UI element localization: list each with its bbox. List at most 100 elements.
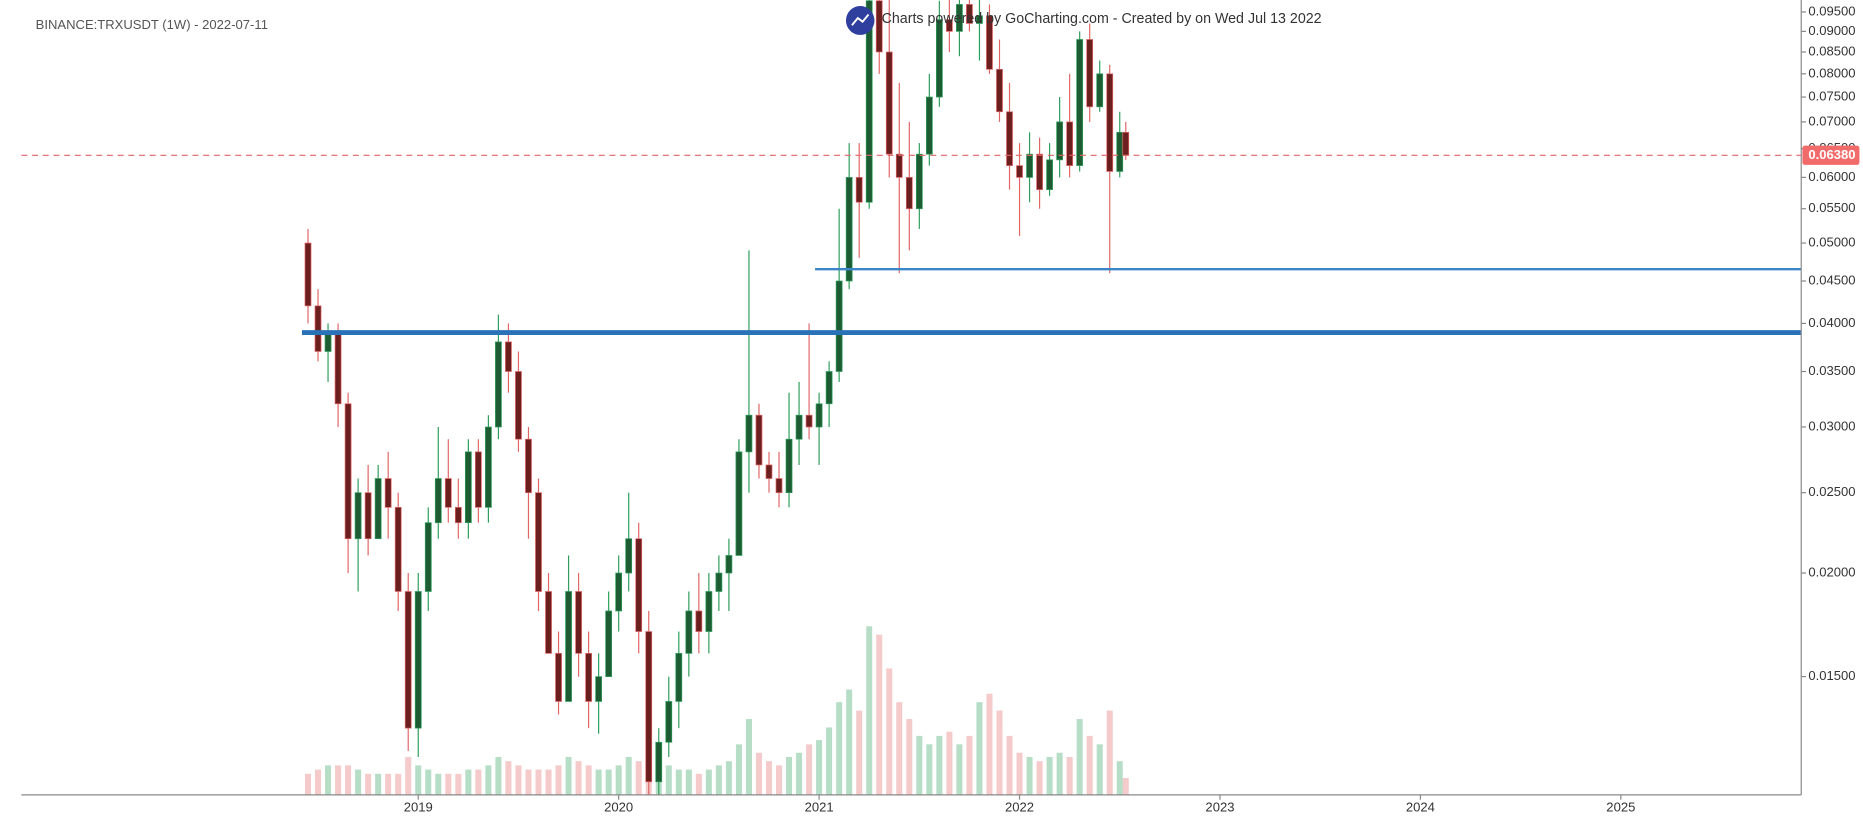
volume-bar: [715, 765, 722, 795]
volume-bar: [1116, 761, 1123, 795]
candle-body: [374, 478, 382, 540]
last-price-label: 0.06380: [1808, 147, 1855, 162]
volume-bar: [876, 634, 883, 795]
volume-bar: [505, 761, 512, 795]
candle-body: [725, 555, 733, 574]
candle-body: [1016, 165, 1023, 178]
y-tick-label: 0.02500: [1808, 484, 1855, 499]
volume-bar: [916, 735, 923, 795]
candle-body: [1086, 39, 1094, 108]
x-tick-label: 2021: [805, 800, 834, 815]
watermark: Charts powered by GoCharting.com - Creat…: [882, 11, 1322, 27]
volume-bar: [375, 773, 382, 795]
volume-bar: [385, 773, 392, 795]
candle-body: [334, 332, 342, 405]
candle-body: [905, 177, 913, 210]
candle-body: [1116, 131, 1124, 172]
candle-body: [485, 426, 492, 508]
volume-bar: [425, 769, 432, 795]
candle-body: [625, 538, 633, 574]
candle-body: [785, 438, 793, 494]
candle-body: [434, 478, 442, 524]
candle-body: [354, 492, 362, 540]
volume-bar: [896, 702, 903, 795]
candle-body: [865, 0, 873, 203]
candle-body: [595, 676, 602, 702]
volume-bar: [906, 719, 913, 795]
volume-bar: [806, 744, 813, 795]
volume-bar: [1026, 756, 1033, 795]
volume-bar: [495, 756, 502, 795]
x-tick-label: 2022: [1005, 800, 1034, 815]
volume-bar: [826, 727, 833, 795]
candle-body: [925, 96, 933, 155]
volume-bar: [555, 765, 562, 795]
volume-bar: [335, 765, 342, 795]
volume-bar: [615, 765, 622, 795]
volume-bar: [695, 773, 702, 795]
volume-bar: [405, 756, 412, 795]
candle-body: [1006, 111, 1013, 166]
volume-bar: [575, 761, 582, 795]
volume-bar: [926, 744, 933, 795]
candle-body: [304, 242, 312, 307]
candle-body: [605, 610, 613, 677]
volume-bar: [525, 769, 532, 795]
volume-bar: [445, 773, 452, 795]
volume-bar: [776, 765, 783, 795]
logo-icon: [851, 13, 870, 26]
candle-body: [875, 0, 883, 53]
candle-body: [956, 4, 963, 32]
volume-bar: [465, 769, 472, 795]
candle-body: [545, 591, 552, 654]
candle-body: [414, 591, 422, 729]
volume-layer: [304, 626, 1129, 795]
candle-body: [1046, 159, 1053, 190]
volume-bar: [675, 769, 682, 795]
candle-body: [454, 507, 462, 524]
candle-body: [885, 51, 893, 155]
candle-body: [695, 610, 703, 632]
candle-body: [895, 153, 903, 178]
y-tick-label: 0.07000: [1808, 113, 1855, 128]
volume-bar: [535, 769, 542, 795]
candle-body: [364, 492, 372, 540]
y-tick-label: 0.08500: [1808, 43, 1855, 58]
candle-body: [324, 332, 332, 352]
volume-bar: [1076, 719, 1083, 795]
volume-bar: [325, 765, 332, 795]
candle-body: [555, 653, 562, 702]
volume-bar: [866, 626, 873, 795]
volume-bar: [595, 769, 602, 795]
candle-body: [1056, 121, 1063, 161]
volume-bar: [485, 765, 492, 795]
volume-bar: [1096, 744, 1103, 795]
volume-bar: [665, 765, 672, 795]
candle-body: [855, 177, 863, 203]
volume-bar: [745, 719, 752, 795]
candle-body: [404, 591, 412, 729]
y-tick-label: 0.03500: [1808, 363, 1855, 378]
volume-bar: [956, 744, 963, 795]
volume-bar: [725, 761, 732, 795]
volume-bar: [585, 765, 592, 795]
candle-body: [475, 451, 482, 508]
volume-bar: [796, 752, 803, 795]
x-tick-label: 2024: [1406, 800, 1435, 815]
candle-body: [444, 478, 452, 508]
candle-body: [464, 451, 472, 524]
volume-bar: [1016, 752, 1023, 795]
candle-body: [314, 305, 322, 352]
candle-body: [986, 15, 993, 70]
candle-body: [815, 403, 823, 428]
last-price-box: [1802, 145, 1860, 165]
y-tick-label: 0.01500: [1808, 668, 1855, 683]
candle-body: [1096, 73, 1104, 108]
volume-bar: [1122, 778, 1129, 795]
candle-body: [1066, 121, 1074, 166]
candle-body: [835, 280, 843, 372]
candle-body: [1076, 39, 1084, 166]
volume-bar: [415, 765, 422, 795]
candle-body: [635, 538, 643, 632]
